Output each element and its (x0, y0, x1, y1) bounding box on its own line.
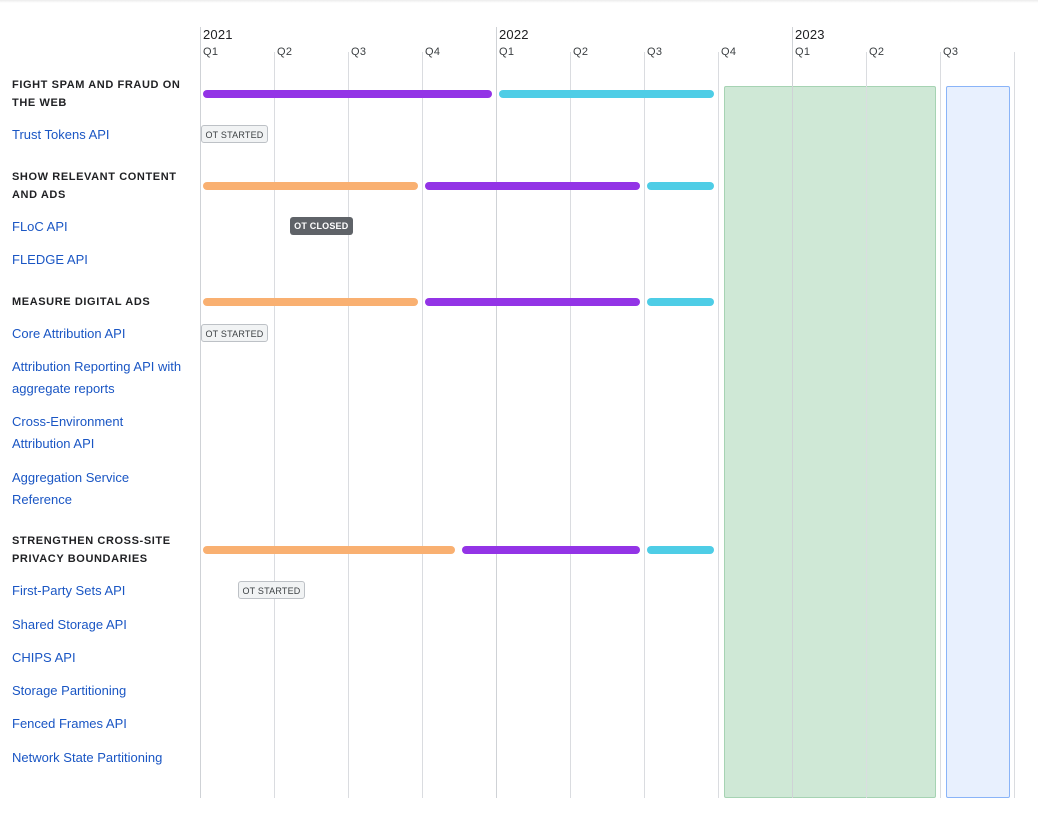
section-title: STRENGTHEN CROSS-SITE PRIVACY BOUNDARIES (12, 535, 171, 565)
quarter-label: Q2 (277, 46, 293, 58)
gridline (866, 52, 867, 798)
section-title: MEASURE DIGITAL ADS (12, 296, 151, 308)
quarter-label: Q2 (573, 46, 589, 58)
quarter-label: Q1 (795, 46, 811, 58)
gridline (200, 27, 201, 798)
section-title: FIGHT SPAM AND FRAUD ON THE WEB (12, 79, 181, 109)
phase-bar (203, 298, 419, 306)
quarter-label: Q4 (721, 46, 737, 58)
ot-started-badge: OT STARTED (238, 581, 305, 599)
quarter-label: Q1 (499, 46, 515, 58)
api-link[interactable]: First-Party Sets API (12, 583, 126, 598)
quarter-label: Q3 (351, 46, 367, 58)
phase-bar (462, 546, 641, 554)
phase-bar (203, 90, 493, 98)
api-link[interactable]: Attribution Reporting API with aggregate… (12, 359, 182, 396)
api-link[interactable]: Shared Storage API (12, 617, 127, 632)
api-link[interactable]: Storage Partitioning (12, 683, 127, 698)
gridline (422, 52, 423, 798)
year-label: 2022 (499, 27, 529, 42)
gridline (718, 52, 719, 798)
quarter-label: Q3 (647, 46, 663, 58)
api-link[interactable]: Core Attribution API (12, 326, 126, 341)
gridline (348, 52, 349, 798)
quarter-label: Q4 (425, 46, 441, 58)
quarter-label: Q3 (943, 46, 959, 58)
phase-bar (647, 182, 715, 190)
phase-bar (425, 298, 641, 306)
ot-started-badge: OT STARTED (201, 324, 268, 342)
gridline (570, 52, 571, 798)
quarter-label: Q1 (203, 46, 219, 58)
api-link[interactable]: Trust Tokens API (12, 127, 110, 142)
api-link[interactable]: FLEDGE API (12, 252, 88, 267)
ot-started-badge: OT STARTED (201, 125, 268, 143)
quarter-label: Q2 (869, 46, 885, 58)
section-title: SHOW RELEVANT CONTENT AND ADS (12, 171, 177, 201)
year-label: 2023 (795, 27, 825, 42)
gridline (274, 52, 275, 798)
gridline (496, 27, 497, 798)
gridline (792, 27, 793, 798)
api-link[interactable]: Aggregation Service Reference (12, 470, 130, 507)
gridline (940, 52, 941, 798)
phase-bar (647, 546, 715, 554)
phase-bar (203, 546, 456, 554)
api-link[interactable]: CHIPS API (12, 650, 76, 665)
api-link[interactable]: Fenced Frames API (12, 716, 127, 731)
year-label: 2021 (203, 27, 233, 42)
gridline (1014, 52, 1015, 798)
ot-closed-badge: OT CLOSED (289, 217, 353, 235)
api-link[interactable]: Network State Partitioning (12, 750, 163, 765)
api-link[interactable]: Cross-Environment Attribution API (12, 414, 124, 451)
blue-band (945, 86, 1011, 798)
phase-bar (647, 298, 715, 306)
gridline (644, 52, 645, 798)
phase-bar (425, 182, 641, 190)
top-shadow-bar (0, 0, 1038, 3)
phase-bar (203, 182, 419, 190)
green-band (723, 86, 937, 798)
phase-bar (499, 90, 715, 98)
api-link[interactable]: FLoC API (12, 219, 68, 234)
